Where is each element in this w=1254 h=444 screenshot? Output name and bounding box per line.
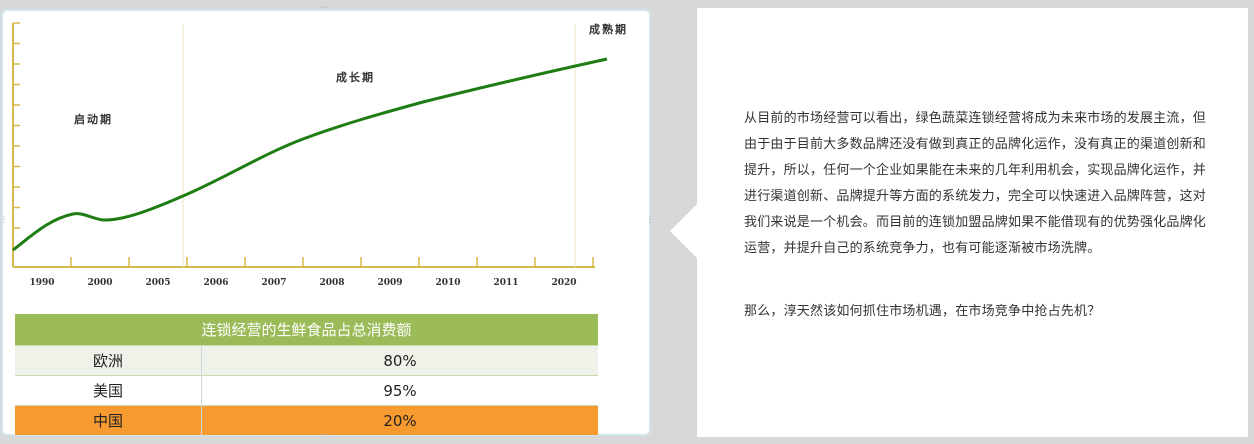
region-cell: 美国 xyxy=(15,375,202,406)
x-tick-label: 2010 xyxy=(435,278,460,288)
table-row: 欧洲 80% xyxy=(15,345,598,376)
x-tick-label: 2020 xyxy=(551,278,576,288)
x-tick-label: 2005 xyxy=(145,278,170,288)
growth-stage-chart: 1990 2000 2005 2006 2007 2008 2009 2010 2011 2020 xyxy=(12,22,608,288)
region-cell: 欧洲 xyxy=(15,345,202,376)
x-tick-label: 2006 xyxy=(203,278,228,288)
stage-label-mature: 成熟期 xyxy=(589,23,628,36)
x-tick-label: 2011 xyxy=(493,278,518,288)
table-row: 美国 95% xyxy=(15,375,598,406)
article-paragraph: 那么，淳天然该如何抓住市场机遇，在市场竞争中抢占先机？ xyxy=(744,304,1101,319)
resize-handle-top[interactable]: ···· xyxy=(319,3,330,12)
region-cell: 中国 xyxy=(15,405,202,435)
stage-label-growth: 成长期 xyxy=(336,71,375,84)
value-cell: 95% xyxy=(201,375,598,406)
resize-handle-bottom[interactable]: ···· xyxy=(319,430,330,439)
article-paragraph: 从目前的市场经营可以看出，绿色蔬菜连锁经营将成为未来市场的发展主流，但由于由于目… xyxy=(744,111,1207,256)
x-tick-label: 2007 xyxy=(261,278,286,288)
table-row: 中国 20% xyxy=(15,405,598,435)
x-tick-label: 1990 xyxy=(29,278,54,288)
value-cell: 80% xyxy=(201,345,598,376)
x-tick-label: 2000 xyxy=(87,278,112,288)
resize-handle-right[interactable]: ⋮ xyxy=(646,215,654,224)
value-cell: 20% xyxy=(201,405,598,435)
stage-label-startup: 启动期 xyxy=(74,113,113,126)
consumption-share-table: 连锁经营的生鲜食品占总消费额 欧洲 80% 美国 95% 中国 20% xyxy=(15,314,598,435)
callout-arrow xyxy=(670,204,697,258)
chart-axes xyxy=(12,22,595,268)
x-tick-label: 2008 xyxy=(319,278,344,288)
article-panel: 从目前的市场经营可以看出，绿色蔬菜连锁经营将成为未来市场的发展主流，但由于由于目… xyxy=(697,8,1248,437)
growth-curve xyxy=(12,57,608,252)
chart-panel: 1990 2000 2005 2006 2007 2008 2009 2010 2011 2020… xyxy=(0,4,654,439)
x-tick-label: 2009 xyxy=(377,278,402,288)
table-title: 连锁经营的生鲜食品占总消费额 xyxy=(15,314,598,346)
resize-handle-left[interactable]: ⋮ xyxy=(0,215,8,224)
